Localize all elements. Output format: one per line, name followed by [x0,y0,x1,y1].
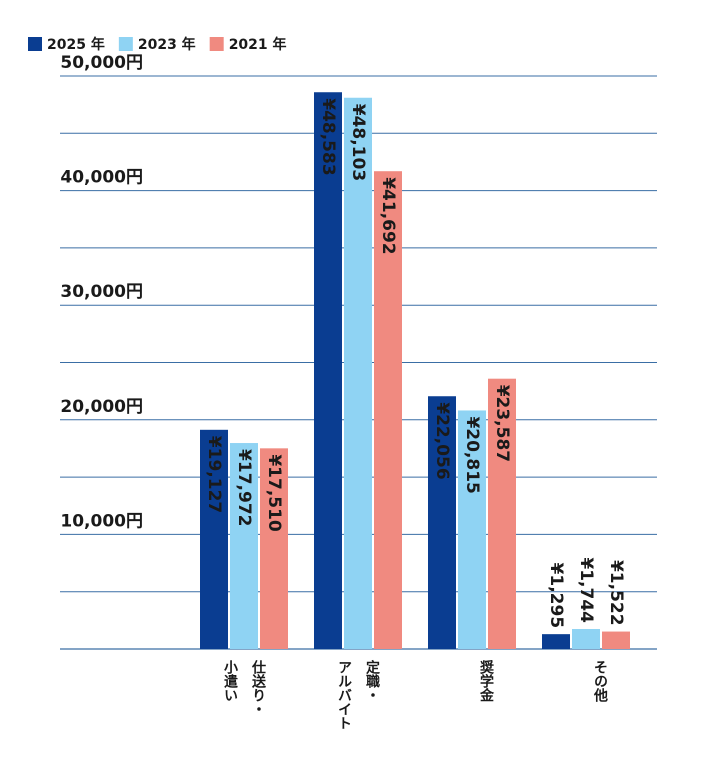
legend-swatch [209,37,224,51]
y-tick-label: 40,000円 [60,168,143,188]
value-label: ¥1,295 [546,563,566,629]
value-label: ¥1,744 [576,557,596,623]
x-tick-label: 奨学金 [478,659,495,702]
bar [230,443,258,649]
value-label: ¥19,127 [204,436,224,513]
x-tick-label: 仕送り・ [250,659,267,716]
value-label: ¥23,587 [492,385,512,462]
y-tick-label: 30,000円 [60,282,143,302]
bar [260,448,288,649]
x-tick-label: その他 [592,660,609,703]
legend-label: 2023 年 [138,36,196,53]
value-label: ¥48,583 [318,98,338,175]
value-label: ¥22,056 [432,402,452,479]
bar [374,171,402,649]
bar [458,410,486,649]
bar [314,92,342,649]
y-tick-label: 20,000円 [60,397,143,417]
value-label: ¥17,510 [264,454,284,532]
x-tick-label: アルバイト [336,660,352,730]
legend-label: 2021 年 [229,36,287,53]
x-tick-label: 定職・ [364,659,380,702]
value-label: ¥1,522 [606,560,626,626]
value-label: ¥17,972 [234,449,254,526]
bar [572,629,600,649]
value-label: ¥48,103 [348,104,368,181]
bar [200,429,228,649]
value-label: ¥20,815 [462,416,482,493]
y-tick-label: 50,000円 [60,53,143,73]
legend-swatch [118,37,133,51]
legend-swatch [28,37,42,51]
bar [488,378,516,649]
legend-label: 2025 年 [47,36,105,53]
x-tick-label: 小遣い [222,660,238,702]
y-tick-label: 10,000円 [60,511,143,531]
bar [344,97,372,649]
bar [542,634,570,649]
bar [602,631,630,649]
bar [428,396,456,649]
value-label: ¥41,692 [378,177,398,254]
